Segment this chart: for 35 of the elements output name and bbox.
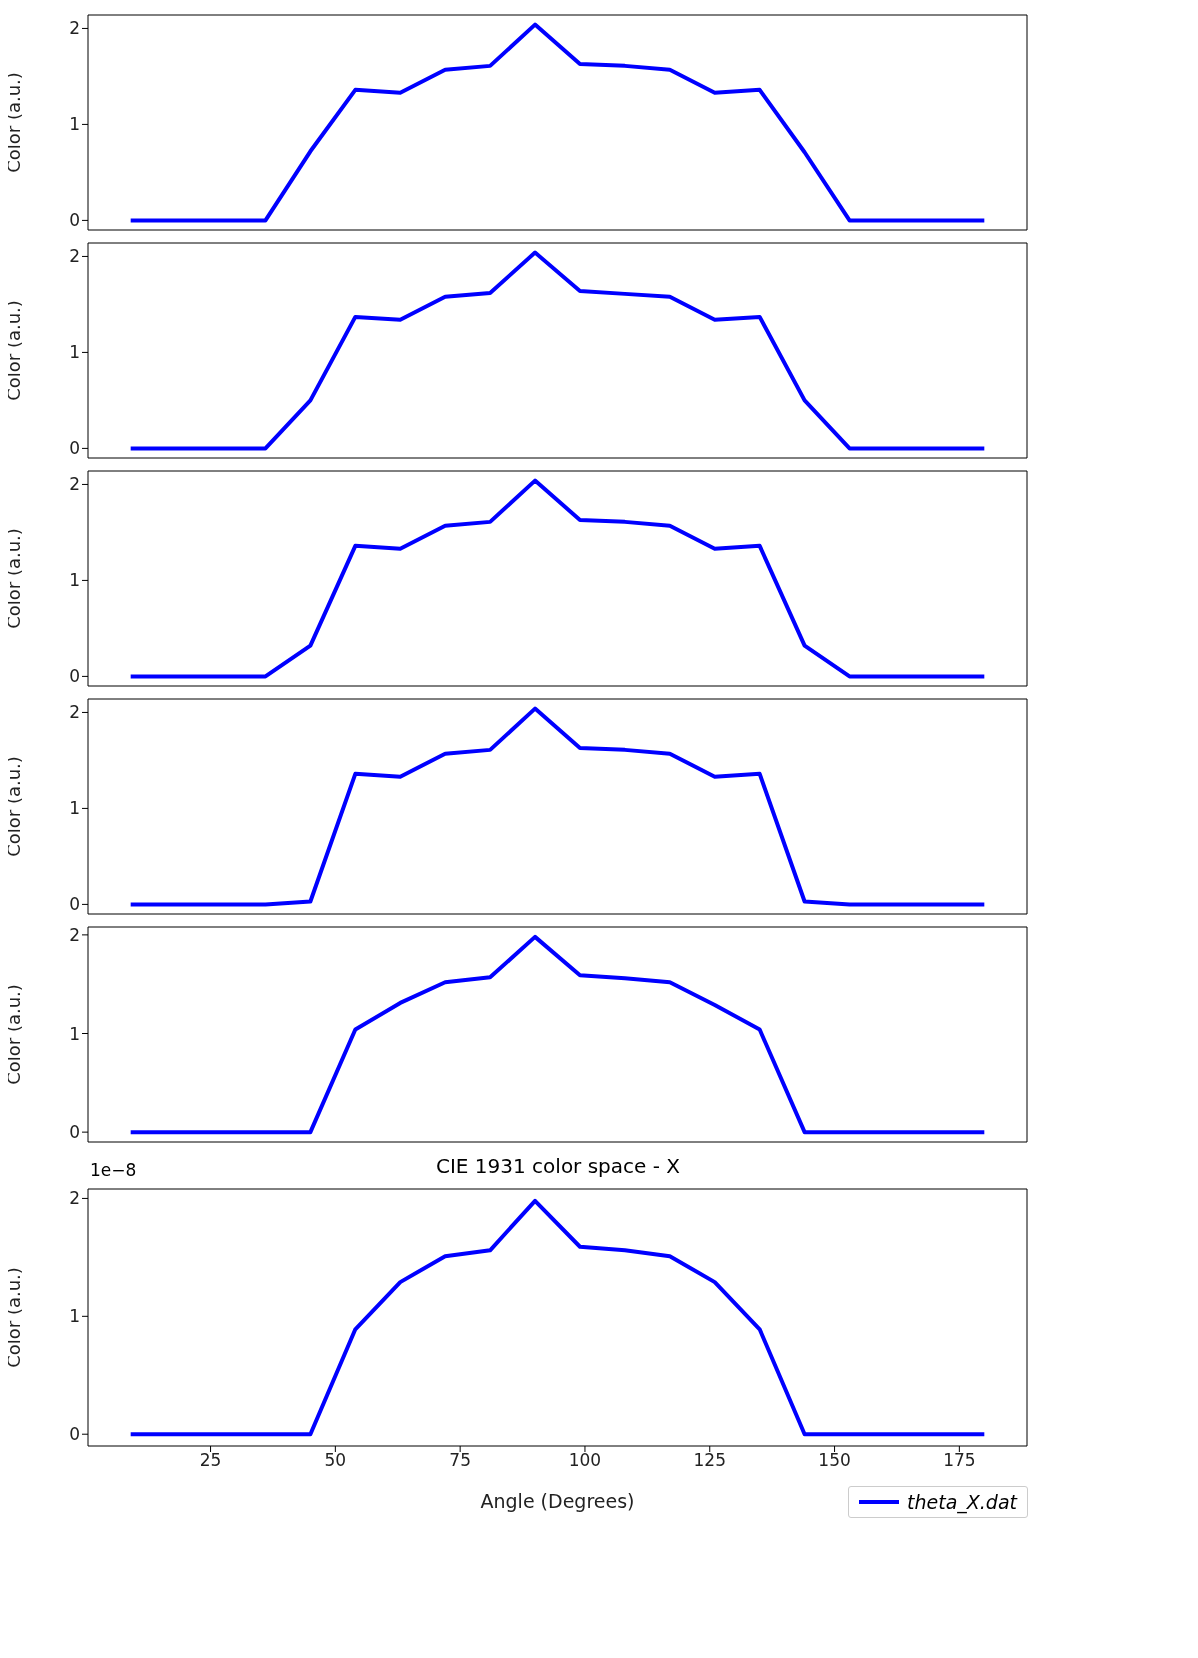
y-tick-label: 1 bbox=[69, 798, 80, 819]
line-series bbox=[128, 934, 987, 1135]
line-series bbox=[128, 22, 987, 223]
y-tick-label: 1 bbox=[69, 1306, 80, 1327]
y-tick-label: 2 bbox=[69, 1188, 80, 1209]
line-series bbox=[128, 1198, 987, 1437]
x-tick-label: 125 bbox=[693, 1450, 726, 1471]
line-series bbox=[128, 706, 987, 907]
y-tick-label: 1 bbox=[69, 1023, 80, 1044]
x-tick-label: 100 bbox=[568, 1450, 602, 1471]
y-tick-label: 0 bbox=[69, 1122, 80, 1143]
line-series bbox=[128, 250, 987, 451]
text: 1e−8 bbox=[90, 1160, 137, 1180]
legend-label: theta_X.dat bbox=[907, 1491, 1017, 1513]
y-tick-label: 0 bbox=[69, 438, 80, 459]
y-tick-label: 2 bbox=[69, 702, 80, 723]
x-tick-label: 75 bbox=[449, 1450, 471, 1471]
y-tick-label: 0 bbox=[69, 1424, 80, 1445]
x-tick-label: 150 bbox=[818, 1450, 851, 1471]
line-series bbox=[128, 478, 987, 679]
x-tick-label: 25 bbox=[199, 1450, 222, 1471]
x-tick-label: 175 bbox=[943, 1450, 976, 1471]
y-tick-label: 2 bbox=[69, 474, 80, 495]
x-axis-title: Angle (Degrees) bbox=[480, 1490, 635, 1512]
y-tick-label: 0 bbox=[69, 894, 80, 915]
y-tick-label: 2 bbox=[69, 18, 80, 39]
y-tick-label: 0 bbox=[69, 210, 80, 231]
y-tick-label: 1 bbox=[69, 570, 80, 591]
x-tick-label: 50 bbox=[324, 1450, 347, 1471]
chart-title: CIE 1931 color space - X bbox=[435, 1154, 681, 1178]
y-tick-label: 0 bbox=[69, 666, 80, 687]
y-tick-label: 2 bbox=[69, 246, 80, 267]
y-tick-label: 1 bbox=[69, 342, 80, 363]
y-tick-label: 2 bbox=[69, 924, 80, 945]
y-tick-label: 1 bbox=[69, 114, 80, 135]
